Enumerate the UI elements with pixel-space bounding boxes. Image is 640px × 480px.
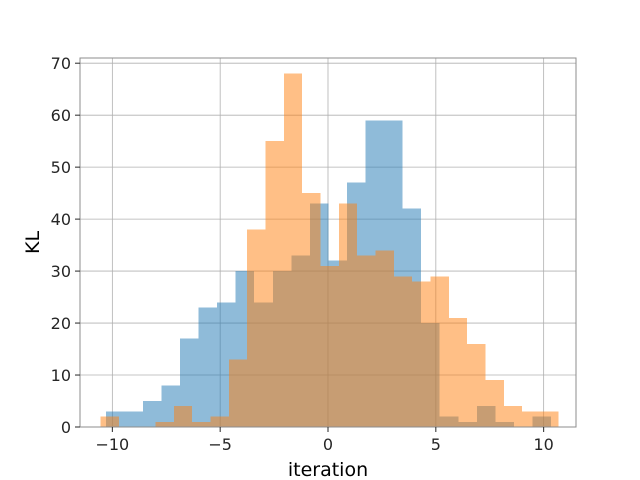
histogram-bar (393, 276, 413, 427)
histogram-bar (338, 203, 358, 427)
y-tick-label: 70 (51, 54, 71, 73)
histogram-bar (357, 255, 376, 427)
histogram-bar (228, 359, 248, 427)
x-tick-label: −5 (208, 435, 232, 454)
histogram-bar (192, 421, 211, 427)
histogram-bar (302, 193, 321, 427)
x-tick-label: 0 (323, 435, 333, 454)
histogram-bar (503, 406, 523, 427)
histogram-bar (247, 229, 266, 427)
x-tick-label: 5 (431, 435, 441, 454)
x-tick-label: −10 (95, 435, 129, 454)
y-tick-label: 30 (51, 262, 71, 281)
histogram-bar (265, 141, 284, 428)
histogram-bar (180, 338, 199, 427)
histogram-bar (485, 380, 504, 427)
histogram-bar (448, 317, 468, 427)
y-tick-label: 0 (61, 418, 71, 437)
histogram-bar (124, 411, 143, 427)
y-axis-ticks: 0 10 20 30 40 50 60 70 (51, 54, 80, 437)
histogram-bar (142, 401, 162, 427)
histogram-bar (283, 73, 303, 427)
histogram-bar (540, 411, 559, 427)
histogram-bar (173, 406, 193, 427)
histogram-bar (522, 411, 541, 427)
histogram-bars (100, 73, 559, 428)
x-tick-label: 10 (533, 435, 553, 454)
histogram-bar (467, 343, 486, 427)
histogram-bar (320, 265, 339, 427)
histogram-bar (198, 307, 218, 427)
histogram-bar (375, 250, 394, 427)
y-tick-label: 20 (51, 314, 71, 333)
y-tick-label: 40 (51, 210, 71, 229)
histogram-bar (210, 416, 229, 427)
y-axis-label: KL (22, 231, 44, 254)
y-tick-label: 60 (51, 106, 71, 125)
x-axis-label: iteration (288, 459, 368, 480)
x-axis-ticks: −10 −5 0 5 10 (95, 427, 554, 454)
histogram-bar (412, 281, 431, 427)
histogram-bar (155, 421, 174, 427)
series-1-bars (100, 73, 559, 428)
y-tick-label: 50 (51, 158, 71, 177)
histogram-bar (100, 416, 119, 427)
y-tick-label: 10 (51, 366, 71, 385)
histogram-bar (430, 276, 449, 427)
